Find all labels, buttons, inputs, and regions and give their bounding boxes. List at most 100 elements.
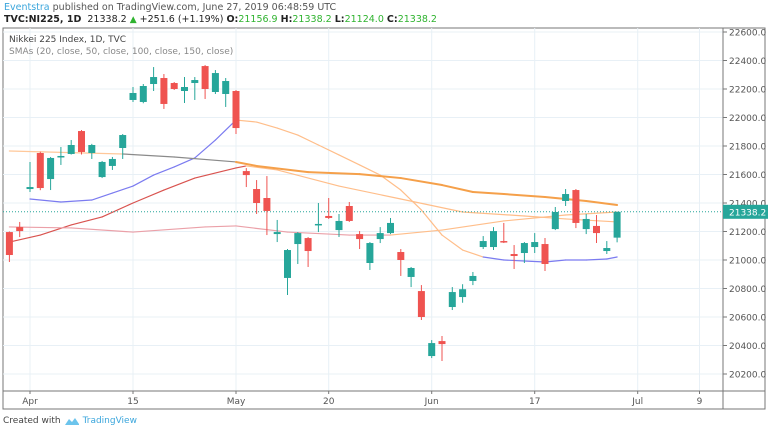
candle-body xyxy=(98,161,106,178)
sma-100-line-segment xyxy=(255,164,310,174)
sma-50-line-segment xyxy=(338,185,402,200)
candle-body xyxy=(541,244,549,264)
candle-body xyxy=(593,225,600,234)
tradingview-brand[interactable]: TradingView xyxy=(82,416,137,426)
sma-20-line-segment xyxy=(297,134,319,146)
candle-body xyxy=(314,223,322,226)
candle-body xyxy=(119,135,127,148)
x-tick-label: Apr xyxy=(22,397,38,407)
sma-50-line-segment xyxy=(400,198,464,213)
candle-body xyxy=(366,243,374,263)
candle-body xyxy=(469,275,477,281)
candle-body xyxy=(500,241,508,243)
author-link[interactable]: Eventstra xyxy=(4,2,50,13)
sma-100-line-segment xyxy=(471,191,505,196)
last-price: 21338.2 xyxy=(87,14,127,25)
candle-body xyxy=(520,243,528,254)
sma-150-line-segment xyxy=(235,225,289,233)
high-value: 21338.2 xyxy=(292,14,332,25)
candle-body xyxy=(150,77,158,85)
symbol-info: TVC:NI225, 1D 21338.2 ▲ +251.6 (+1.19%) … xyxy=(4,14,437,25)
sma-150-line-segment xyxy=(441,220,505,231)
y-tick-label: 21200.0 xyxy=(729,228,766,238)
sma-100-line-segment xyxy=(441,184,474,194)
candle-body xyxy=(345,205,353,221)
candle-body xyxy=(479,241,487,248)
candle-body xyxy=(160,78,168,104)
candle-body xyxy=(129,92,137,100)
candle-body xyxy=(397,252,405,260)
x-tick-label: Jun xyxy=(424,397,439,407)
y-tick-label: 20600.0 xyxy=(729,314,766,324)
candle-body xyxy=(263,198,271,211)
candle-body xyxy=(139,86,147,102)
candle-body xyxy=(325,215,333,218)
sma-100-line-segment xyxy=(358,173,402,180)
x-tick-label: 9 xyxy=(697,397,703,407)
created-with-text: Created with xyxy=(3,416,61,426)
candle-body xyxy=(16,227,24,232)
study-legend[interactable]: SMAs (20, close, 50, close, 100, close, … xyxy=(9,47,234,57)
candle-body xyxy=(438,341,446,345)
sma-20-line-segment xyxy=(606,256,618,260)
sma-50-line-segment xyxy=(235,165,247,169)
candle-body xyxy=(356,234,364,240)
y-tick-label: 20200.0 xyxy=(729,371,766,381)
y-tick-label: 22400.0 xyxy=(729,57,766,67)
y-tick-label: 21400.0 xyxy=(729,200,766,210)
sma-20-line-segment xyxy=(482,256,505,261)
sma-50-line-segment xyxy=(276,169,340,187)
sma-50-line-segment xyxy=(462,211,526,217)
sma-50-line-segment xyxy=(8,234,41,243)
sma-100-line-segment xyxy=(173,156,237,163)
sma-20-line-segment xyxy=(60,199,93,203)
sma-20-line-segment xyxy=(317,144,340,156)
sma-100-line-segment xyxy=(8,150,124,155)
y-tick-label: 21800.0 xyxy=(729,143,766,153)
y-tick-label: 22200.0 xyxy=(729,86,766,96)
candle-body xyxy=(551,211,559,230)
candle-body xyxy=(273,232,281,235)
sma-100-line-segment xyxy=(585,200,619,206)
sma-100-line-segment xyxy=(307,171,361,176)
close-value: 21338.2 xyxy=(397,14,437,25)
candle-body xyxy=(170,83,178,89)
candle-body xyxy=(376,233,384,240)
sma-20-line-segment xyxy=(276,127,299,136)
triangle-up-icon: ▲ xyxy=(129,15,137,25)
sma-150-line-segment xyxy=(132,226,206,233)
x-tick-label: 15 xyxy=(127,397,138,407)
chart-title: Nikkei 225 Index, 1D, TVC xyxy=(9,35,127,45)
last-price-badge xyxy=(723,204,768,219)
candle-body xyxy=(459,289,467,298)
high-label: H: xyxy=(280,14,293,25)
candle-body xyxy=(67,145,75,154)
sma-150-line-segment xyxy=(204,225,237,228)
candle-body xyxy=(211,73,219,92)
candle-body xyxy=(490,231,497,248)
candle-body xyxy=(78,131,85,152)
last-price-badge-label: 21338.2 xyxy=(729,208,766,218)
candle-body xyxy=(26,187,34,190)
symbol: TVC:NI225, 1D xyxy=(4,14,82,25)
sma-150-line-segment xyxy=(389,229,443,236)
sma-20-line-segment xyxy=(338,154,361,166)
sma-20-line-segment xyxy=(132,174,155,187)
candle-body xyxy=(191,80,199,84)
footer: Created with TradingView xyxy=(3,416,137,426)
sma-100-line-segment xyxy=(502,193,546,199)
low-value: 21124.0 xyxy=(344,14,384,25)
sma-20-line-segment xyxy=(400,189,422,211)
candle-body xyxy=(531,242,539,248)
candle-body xyxy=(510,254,518,257)
sma-150-line-segment xyxy=(70,227,134,233)
sma-100-line-segment xyxy=(399,177,443,187)
sma-20-line-segment xyxy=(29,198,62,203)
candle-body xyxy=(5,232,13,256)
candle-body xyxy=(242,171,250,176)
sma-50-line-segment xyxy=(70,216,103,226)
sma-100-line-segment xyxy=(235,160,258,167)
y-tick-label: 20800.0 xyxy=(729,285,766,295)
candle-body xyxy=(562,194,570,202)
